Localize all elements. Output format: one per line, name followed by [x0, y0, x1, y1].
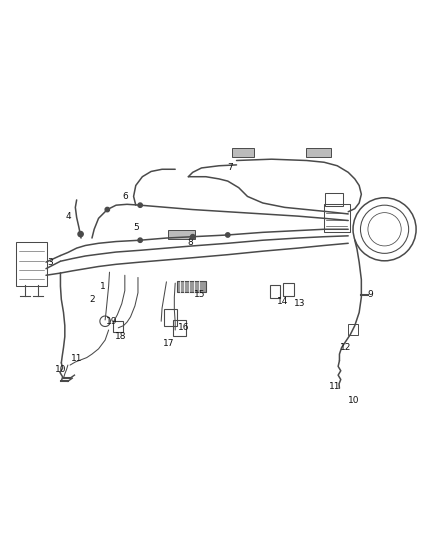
Text: 8: 8: [187, 238, 194, 247]
Text: 14: 14: [277, 297, 288, 306]
Text: 19: 19: [106, 317, 117, 326]
Circle shape: [78, 231, 83, 237]
Circle shape: [138, 238, 142, 243]
Text: 3: 3: [47, 257, 53, 266]
Text: 15: 15: [194, 290, 205, 300]
Text: 11: 11: [329, 383, 341, 391]
Text: 5: 5: [133, 223, 139, 231]
Text: 10: 10: [348, 395, 360, 405]
Text: 12: 12: [340, 343, 352, 352]
Text: 18: 18: [115, 332, 126, 341]
Text: 10: 10: [55, 365, 66, 374]
Text: 7: 7: [227, 164, 233, 173]
Text: 17: 17: [163, 338, 174, 348]
Text: 2: 2: [89, 295, 95, 304]
Text: 1: 1: [100, 282, 106, 290]
Text: 6: 6: [122, 192, 128, 201]
Text: 4: 4: [65, 212, 71, 221]
Circle shape: [226, 233, 230, 237]
FancyBboxPatch shape: [177, 281, 206, 292]
Text: 11: 11: [71, 354, 82, 363]
FancyBboxPatch shape: [168, 230, 195, 239]
FancyBboxPatch shape: [306, 148, 331, 157]
Text: 16: 16: [178, 324, 190, 332]
Circle shape: [138, 203, 142, 207]
FancyBboxPatch shape: [232, 148, 254, 157]
Text: 13: 13: [294, 299, 306, 308]
Text: 9: 9: [367, 290, 373, 300]
Circle shape: [105, 207, 110, 212]
Circle shape: [191, 235, 195, 239]
